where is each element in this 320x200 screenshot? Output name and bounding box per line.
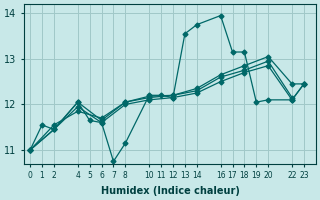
X-axis label: Humidex (Indice chaleur): Humidex (Indice chaleur) xyxy=(100,186,239,196)
